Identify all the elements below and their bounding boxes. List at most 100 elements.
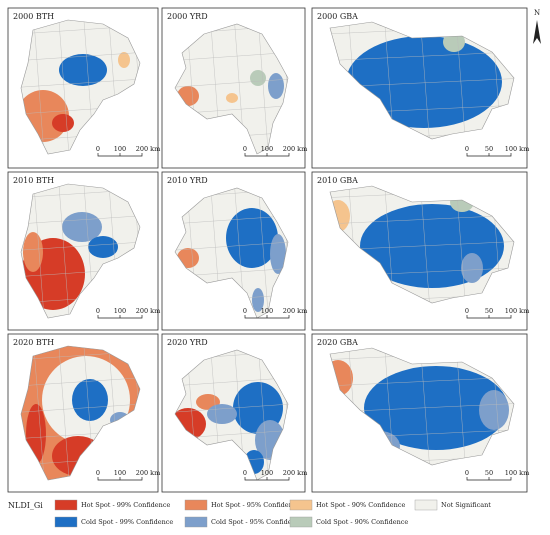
legend-swatch bbox=[289, 516, 313, 528]
region bbox=[59, 54, 107, 86]
map-panel: 2020 YRD 0 100 200 km bbox=[161, 333, 307, 493]
scale-label: 200 km bbox=[136, 469, 161, 477]
legend-label: Not Significant bbox=[441, 501, 491, 509]
map-panel: 2010 BTH 0 100 200 km bbox=[7, 171, 161, 331]
scale-label: 0 bbox=[96, 469, 100, 477]
region bbox=[268, 73, 284, 99]
scale-label: 50 bbox=[485, 469, 493, 477]
map-panel: 2010 GBA 0 50 100 km bbox=[311, 171, 530, 331]
boundary bbox=[330, 376, 514, 387]
region bbox=[207, 404, 237, 424]
scale-label: 200 km bbox=[136, 307, 161, 315]
boundary bbox=[32, 346, 46, 480]
legend-swatch bbox=[54, 499, 78, 511]
scale-bar bbox=[466, 477, 512, 481]
boundary bbox=[257, 24, 270, 154]
scale-label: 200 km bbox=[136, 145, 161, 153]
scale-bar bbox=[97, 477, 143, 481]
scale-label: 50 bbox=[485, 145, 493, 153]
scale-label: 0 bbox=[243, 307, 247, 315]
region bbox=[346, 36, 502, 128]
region bbox=[252, 288, 264, 312]
scale-bar bbox=[244, 477, 290, 481]
scale-bar bbox=[244, 315, 290, 319]
scale-label: 100 km bbox=[505, 469, 530, 477]
map-panel: 2000 BTH 0 100 200 km bbox=[7, 7, 161, 169]
legend-title: NLDI_Gi bbox=[8, 501, 43, 510]
panel-title: 2010 YRD bbox=[167, 176, 208, 185]
scale-label: 0 bbox=[465, 307, 469, 315]
region bbox=[62, 212, 102, 242]
boundary bbox=[175, 77, 288, 89]
boundary bbox=[57, 346, 71, 480]
panel-title: 2020 GBA bbox=[317, 338, 358, 347]
region-base bbox=[175, 24, 288, 154]
map-panel: 2020 GBA 0 50 100 km bbox=[311, 333, 530, 493]
panel-title: 2020 BTH bbox=[13, 338, 54, 347]
legend-swatch bbox=[54, 516, 78, 528]
region bbox=[250, 70, 266, 86]
legend-label: Cold Spot - 95% Confidence bbox=[211, 518, 303, 526]
legend: NLDI_Gi Hot Spot - 99% Confidence Hot Spot… bbox=[8, 499, 491, 528]
scale-label: 100 bbox=[114, 307, 126, 315]
scale-bar bbox=[97, 153, 143, 157]
region bbox=[226, 93, 238, 103]
scale-bar bbox=[97, 315, 143, 319]
panel-title: 2000 GBA bbox=[317, 12, 358, 21]
scale-label: 100 km bbox=[505, 145, 530, 153]
legend-label: Hot Spot - 90% Confidence bbox=[316, 501, 405, 509]
scale-bar bbox=[244, 153, 290, 157]
boundary bbox=[21, 214, 140, 225]
scale-label: 100 bbox=[114, 145, 126, 153]
scale-label: 100 km bbox=[505, 307, 530, 315]
legend-swatch bbox=[184, 499, 208, 511]
region bbox=[88, 236, 118, 258]
legend-label: Hot Spot - 95% Confidence bbox=[211, 501, 300, 509]
north-arrow: N bbox=[533, 9, 541, 44]
region bbox=[270, 234, 286, 274]
boundary bbox=[57, 20, 71, 154]
region bbox=[443, 32, 465, 52]
region bbox=[226, 208, 278, 268]
panel-title: 2020 YRD bbox=[167, 338, 208, 347]
regions bbox=[21, 184, 140, 318]
scale-label: 100 bbox=[261, 307, 273, 315]
boundary bbox=[32, 184, 46, 318]
boundary bbox=[330, 214, 514, 225]
legend-label: Hot Spot - 99% Confidence bbox=[81, 501, 170, 509]
boundary bbox=[175, 402, 288, 414]
legend-swatch bbox=[289, 499, 313, 511]
boundary bbox=[175, 240, 288, 252]
legend-swatch bbox=[184, 516, 208, 528]
map-panel: 2020 BTH 0 100 200 km bbox=[7, 333, 161, 493]
region-outline bbox=[329, 21, 515, 140]
scale-label: 0 bbox=[465, 145, 469, 153]
scale-label: 200 km bbox=[283, 145, 308, 153]
panel-title: 2000 YRD bbox=[167, 12, 208, 21]
legend-label: Cold Spot - 99% Confidence bbox=[81, 518, 173, 526]
north-label: N bbox=[534, 9, 540, 17]
boundary bbox=[383, 348, 396, 465]
region bbox=[479, 390, 509, 430]
region-outline bbox=[20, 19, 141, 155]
scale-bar bbox=[466, 315, 512, 319]
boundary bbox=[21, 376, 140, 387]
boundary bbox=[57, 184, 71, 318]
scale-label: 100 bbox=[114, 469, 126, 477]
scale-label: 100 bbox=[261, 469, 273, 477]
legend-swatch bbox=[414, 499, 438, 511]
scale-label: 0 bbox=[243, 145, 247, 153]
boundary bbox=[21, 402, 140, 414]
panel-title: 2010 BTH bbox=[13, 176, 54, 185]
region-outline bbox=[174, 23, 289, 155]
region-outline bbox=[329, 185, 515, 304]
region bbox=[23, 232, 43, 272]
boundary bbox=[21, 51, 140, 62]
scale-label: 100 bbox=[261, 145, 273, 153]
region-outline bbox=[20, 345, 141, 481]
map-panel: 2000 GBA 0 50 100 km bbox=[311, 7, 530, 169]
boundary bbox=[32, 20, 46, 154]
region-outline bbox=[329, 347, 515, 466]
scale-label: 50 bbox=[485, 307, 493, 315]
